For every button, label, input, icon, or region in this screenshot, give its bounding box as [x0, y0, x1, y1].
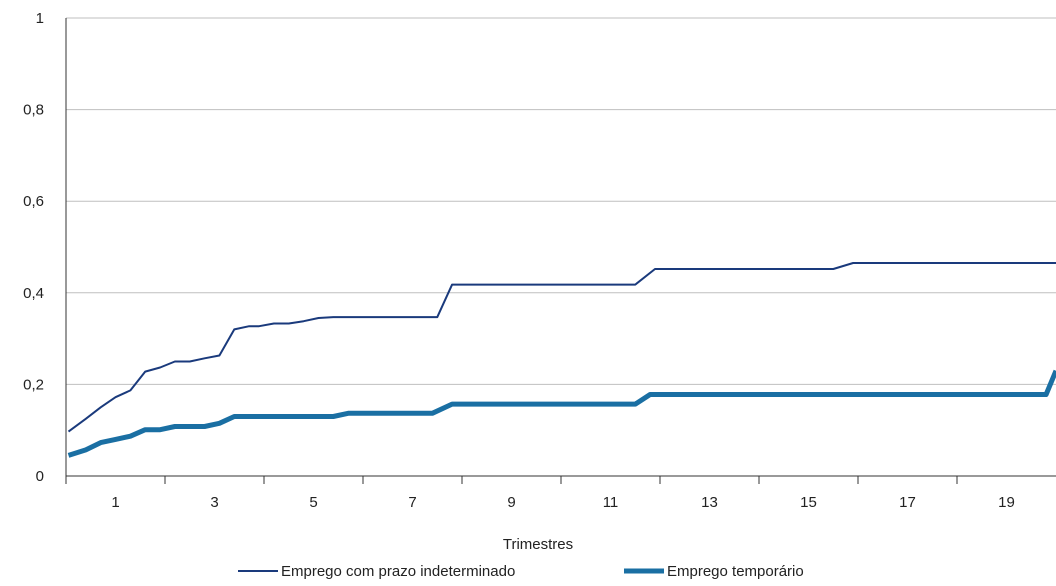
- x-tick-labels: 1 3 5 7 9 11 13 15 17 19: [65, 476, 1015, 511]
- x-tick-label: 3: [210, 494, 218, 511]
- legend-label: Emprego com prazo indeterminado: [281, 563, 515, 580]
- y-tick-labels: 0 0,2 0,4 0,6 0,8 1: [23, 10, 44, 485]
- y-tick-label: 0,4: [23, 285, 44, 302]
- series-line-2: [67, 369, 1056, 458]
- y-tick-label: 0,8: [23, 102, 44, 119]
- series-lines: [67, 262, 1056, 458]
- x-tick-label: 1: [111, 494, 119, 511]
- y-tick-label: 1: [36, 10, 44, 27]
- x-tick-label: 7: [408, 494, 416, 511]
- x-tick-label: 5: [309, 494, 317, 511]
- y-tick-label: 0,6: [23, 193, 44, 210]
- series-line-1: [67, 262, 1056, 433]
- x-tick-label: 9: [507, 494, 515, 511]
- axes: [65, 18, 1056, 484]
- x-axis-label: Trimestres: [503, 536, 573, 553]
- legend-label: Emprego temporário: [667, 563, 804, 580]
- legend: Emprego com prazo indeterminado Emprego t…: [238, 563, 804, 580]
- y-tick-label: 0: [36, 468, 44, 485]
- gridlines: [66, 17, 1056, 385]
- x-tick-label: 15: [800, 494, 817, 511]
- x-tick-label: 11: [603, 494, 619, 511]
- x-tick-label: 19: [998, 494, 1015, 511]
- y-tick-label: 0,2: [23, 376, 44, 393]
- x-tick-label: 13: [701, 494, 718, 511]
- x-tick-label: 17: [899, 494, 916, 511]
